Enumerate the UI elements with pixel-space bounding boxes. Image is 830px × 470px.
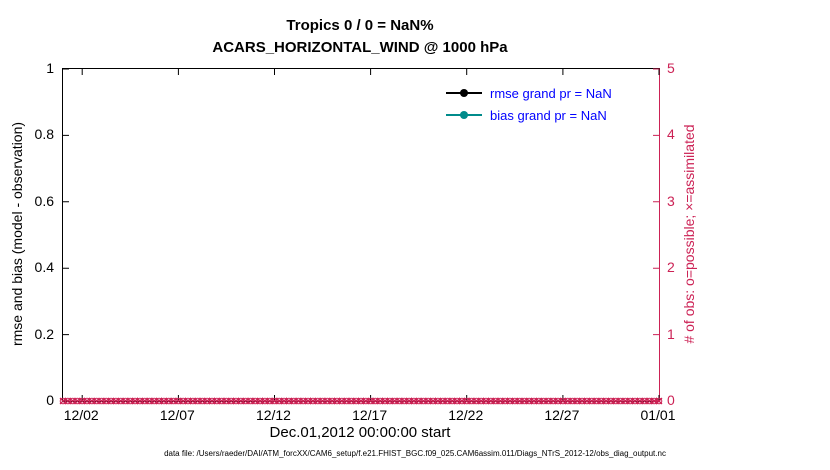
plot-title-line2: ACARS_HORIZONTAL_WIND @ 1000 hPa [212, 39, 508, 56]
legend-line-marker-icon [446, 110, 482, 120]
legend-label: rmse grand pr = NaN [490, 85, 612, 101]
y-right-tick-label: 5 [667, 60, 675, 76]
y-right-tick-label: 3 [667, 192, 675, 209]
legend-row-bias: bias grand pr = NaN [446, 104, 612, 126]
y-right-tick-label: 0 [667, 392, 675, 408]
x-tick-label: 12/12 [255, 407, 291, 423]
x-tick-label: 12/22 [448, 407, 484, 423]
y-right-tick-label: 2 [667, 259, 675, 276]
y-axis-label-left: rmse and bias (model - observation) [9, 121, 25, 347]
legend: rmse grand pr = NaN bias grand pr = NaN [446, 82, 612, 126]
legend-label: bias grand pr = NaN [490, 107, 607, 123]
obs-possible-markers [59, 397, 663, 405]
x-tick-label: 12/17 [352, 407, 388, 423]
right-axis-tick-marks [653, 68, 659, 402]
plot-area [59, 68, 663, 405]
y-left-tick-label: 1 [46, 60, 54, 76]
legend-line-marker-icon [446, 88, 482, 98]
x-tick-label: 12/07 [159, 407, 195, 423]
y-left-tick-label: 0 [46, 392, 54, 408]
plot-svg [59, 68, 663, 405]
x-tick-label: 12/02 [63, 407, 99, 423]
data-file-caption: data file: /Users/raeder/DAI/ATM_forcXX/… [164, 449, 666, 458]
y-left-tick-label: 0.8 [34, 126, 54, 143]
y-right-tick-label: 1 [667, 325, 675, 342]
y-axis-label-right: # of obs: o=possible; ×=assimilated [681, 124, 697, 344]
obs-assimilated-markers [59, 397, 663, 405]
x-axis-label: Dec.01,2012 00:00:00 start [269, 424, 451, 441]
y-right-tick-label: 4 [667, 126, 675, 143]
x-tick-label: 01/01 [640, 407, 676, 423]
y-left-tick-label: 0.2 [34, 325, 54, 342]
y-left-tick-label: 0.4 [34, 259, 54, 276]
y-left-tick-label: 0.6 [34, 192, 54, 209]
legend-row-rmse: rmse grand pr = NaN [446, 82, 612, 104]
x-tick-label: 12/27 [544, 407, 580, 423]
plot-title-line1: Tropics 0 / 0 = NaN% [286, 17, 434, 34]
